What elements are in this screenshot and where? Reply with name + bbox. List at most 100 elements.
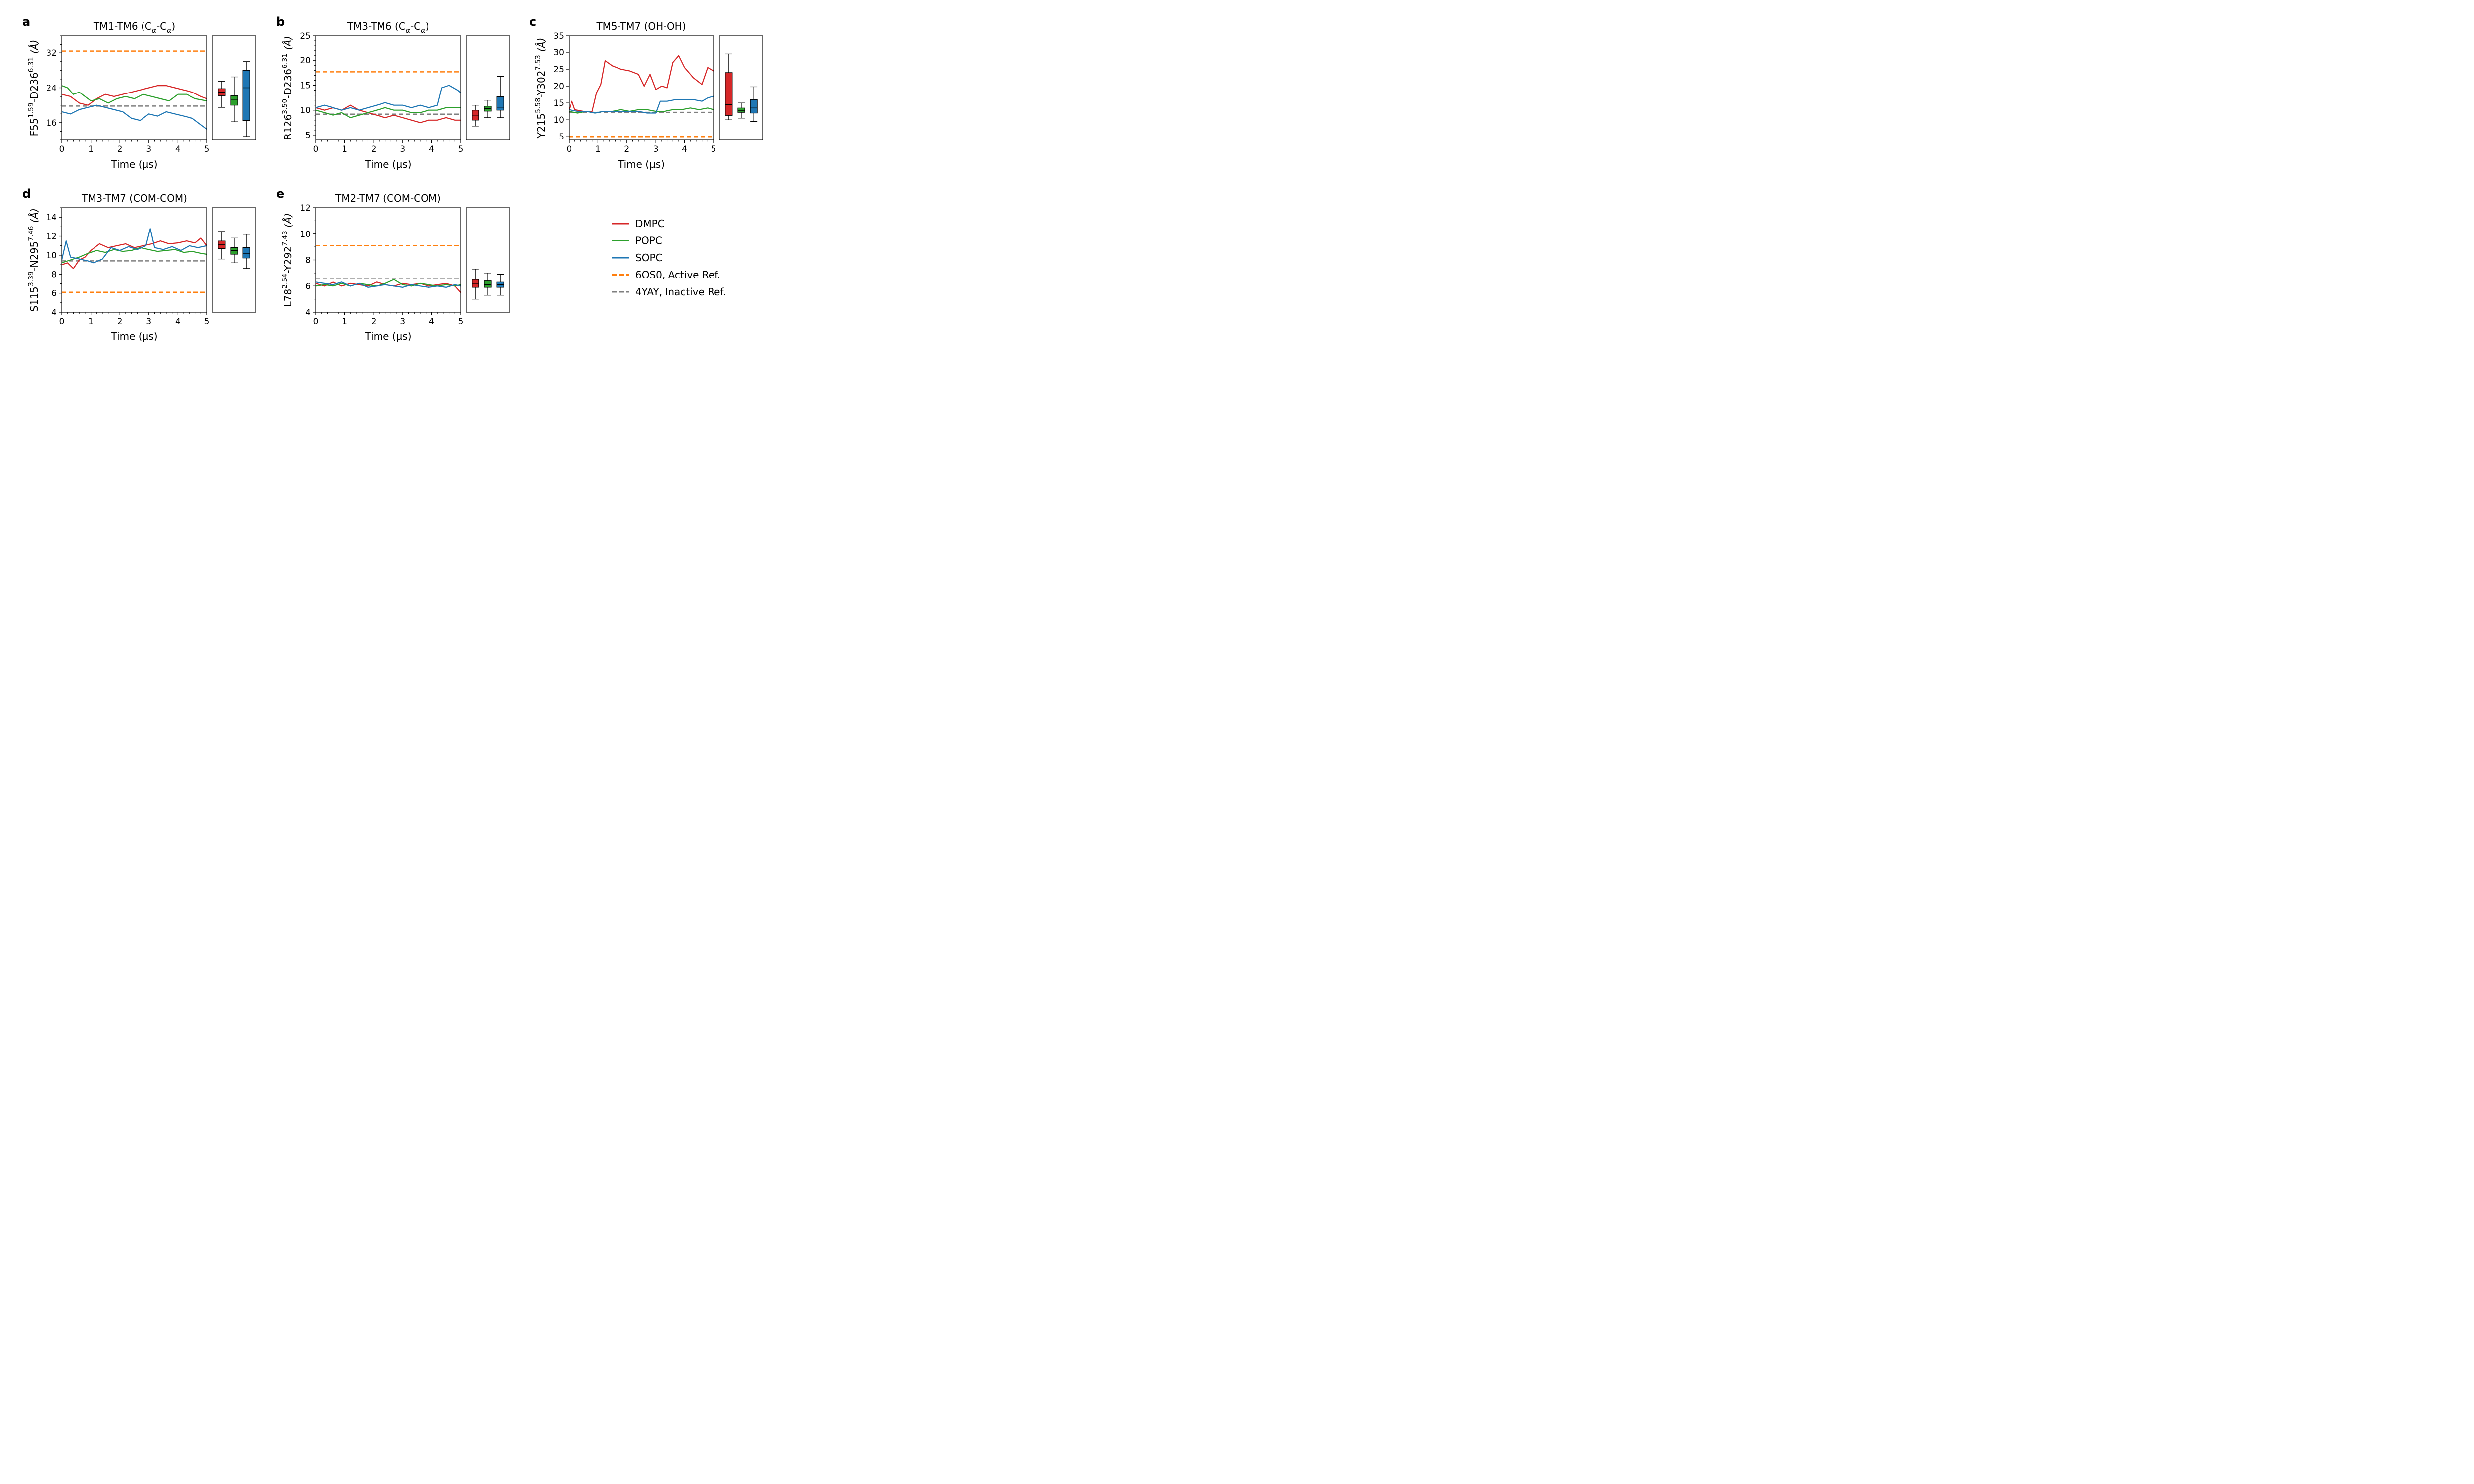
y-tick-label: 14: [46, 213, 57, 223]
y-label-residue-2: -N295: [28, 241, 40, 271]
box-sopc: [496, 96, 504, 111]
y-tick-label: 25: [300, 31, 311, 41]
panel-letter: b: [276, 15, 285, 29]
panel-title: TM3-TM6 (Cα-Cα): [347, 20, 429, 35]
series-group: [569, 55, 714, 114]
box-popc: [484, 280, 492, 288]
y-label-unit: (Å): [28, 40, 40, 57]
series-group: [316, 85, 461, 123]
x-tick-label: 2: [371, 144, 377, 154]
legend-label: POPC: [635, 235, 662, 247]
x-tick-label: 5: [204, 144, 210, 154]
panel-title: TM1-TM6 (Cα-Cα): [93, 20, 175, 35]
legend: DMPC POPC SOPC 6OS0, Active Ref. 4YAY, Inact…: [612, 218, 726, 298]
panel-title: TM5-TM7 (OH-OH): [596, 20, 686, 32]
x-tick-label: 1: [88, 317, 94, 326]
x-axis-label: Time (µs): [110, 330, 157, 342]
y-label-unit: (Å): [28, 208, 40, 226]
title-main: TM3-TM7 (COM-COM): [81, 192, 187, 204]
y-label-residue-1: S115: [28, 286, 40, 312]
box-sopc: [750, 99, 758, 114]
title-main: TM2-TM7 (COM-COM): [335, 192, 441, 204]
title-end: ): [171, 20, 175, 32]
legend-item-1: POPC: [612, 235, 662, 247]
y-tick-label: 15: [300, 81, 311, 91]
legend-label: SOPC: [635, 252, 662, 264]
y-tick-label: 10: [300, 230, 311, 239]
x-tick-label: 0: [567, 144, 572, 154]
y-tick-label: 32: [46, 48, 57, 58]
x-tick-label: 2: [624, 144, 629, 154]
y-label-residue-1: Y215: [535, 113, 547, 139]
series-group: [316, 279, 461, 293]
legend-label: DMPC: [635, 218, 665, 230]
y-axis-label: Y2155.58-Y3027.53 (Å): [534, 38, 547, 139]
x-tick-label: 3: [400, 317, 405, 326]
y-axis-label: L782.54-Y2927.43 (Å): [281, 213, 294, 307]
y-tick-label: 10: [553, 115, 564, 125]
x-tick-label: 5: [458, 144, 464, 154]
x-tick-label: 0: [59, 317, 65, 326]
y-label-residue-1: L78: [282, 289, 294, 307]
y-label-bw-2: 7.46: [27, 226, 35, 241]
series-line-sopc: [316, 85, 461, 111]
series-line-dmpc: [569, 55, 714, 112]
y-tick-label: 35: [553, 31, 564, 41]
title-sub-1: α: [152, 27, 157, 35]
y-label-residue-2: -Y302: [535, 71, 547, 98]
y-tick-label: 12: [46, 232, 57, 242]
boxplot-e: [466, 207, 510, 313]
x-tick-label: 0: [59, 144, 65, 154]
x-axis-label: Time (µs): [364, 158, 411, 170]
panel-letter: c: [529, 15, 536, 29]
x-axis-label: Time (µs): [618, 158, 665, 170]
series-line-sopc: [569, 95, 714, 114]
box-sopc: [242, 70, 250, 121]
x-tick-label: 4: [175, 317, 181, 326]
y-label-bw-1: 3.39: [27, 271, 35, 286]
boxplot-frame: [466, 207, 510, 313]
y-tick-label: 30: [553, 48, 564, 58]
title-mid: -C: [410, 20, 421, 32]
y-tick-label: 10: [300, 106, 311, 116]
y-label-residue-2: -Y292: [282, 246, 294, 273]
x-tick-label: 4: [175, 144, 181, 154]
series-line-popc: [62, 85, 207, 104]
boxplot-c: [719, 35, 763, 140]
x-tick-label: 5: [711, 144, 716, 154]
x-tick-label: 4: [429, 317, 434, 326]
y-label-residue-1: R126: [282, 114, 294, 140]
box-dmpc: [725, 72, 733, 116]
legend-item-3: 6OS0, Active Ref.: [612, 269, 720, 281]
y-tick-label: 25: [553, 65, 564, 75]
panel-a: 0 1 2 3 4 5 16 24 32 Time (µs) F551.59-D2366.31 (Å…: [22, 15, 256, 170]
x-tick-label: 5: [458, 317, 464, 326]
series-line-sopc: [62, 104, 207, 130]
boxplot-frame: [719, 35, 763, 140]
x-tick-label: 2: [117, 144, 123, 154]
y-tick-label: 15: [553, 98, 564, 108]
x-axis-label: Time (µs): [110, 158, 157, 170]
y-label-unit: (Å): [282, 213, 294, 231]
box-popc: [230, 95, 238, 106]
y-label-bw-1: 2.54: [281, 274, 289, 289]
panel-title: TM3-TM7 (COM-COM): [81, 192, 187, 204]
legend-label: 4YAY, Inactive Ref.: [635, 286, 726, 298]
series-line-dmpc: [62, 85, 207, 106]
series-line-sopc: [62, 228, 207, 264]
y-label-bw-1: 3.50: [281, 99, 289, 114]
plot-frame: [569, 35, 714, 140]
x-tick-label: 5: [204, 317, 210, 326]
x-tick-label: 2: [371, 317, 377, 326]
y-label-bw-2: 7.53: [534, 55, 542, 70]
y-label-bw-1: 1.59: [27, 102, 35, 118]
y-axis-label: F551.59-D2366.31 (Å): [27, 40, 40, 137]
panel-c: 0 1 2 3 4 5 5 10 15 20 25 30 35 Time (µs) Y2155.58-Y30…: [529, 15, 763, 170]
x-tick-label: 1: [342, 317, 347, 326]
x-tick-label: 3: [653, 144, 659, 154]
y-label-unit: (Å): [535, 38, 547, 55]
title-mid: -C: [156, 20, 167, 32]
y-label-bw-2: 7.43: [281, 231, 289, 246]
y-tick-label: 12: [300, 203, 311, 213]
